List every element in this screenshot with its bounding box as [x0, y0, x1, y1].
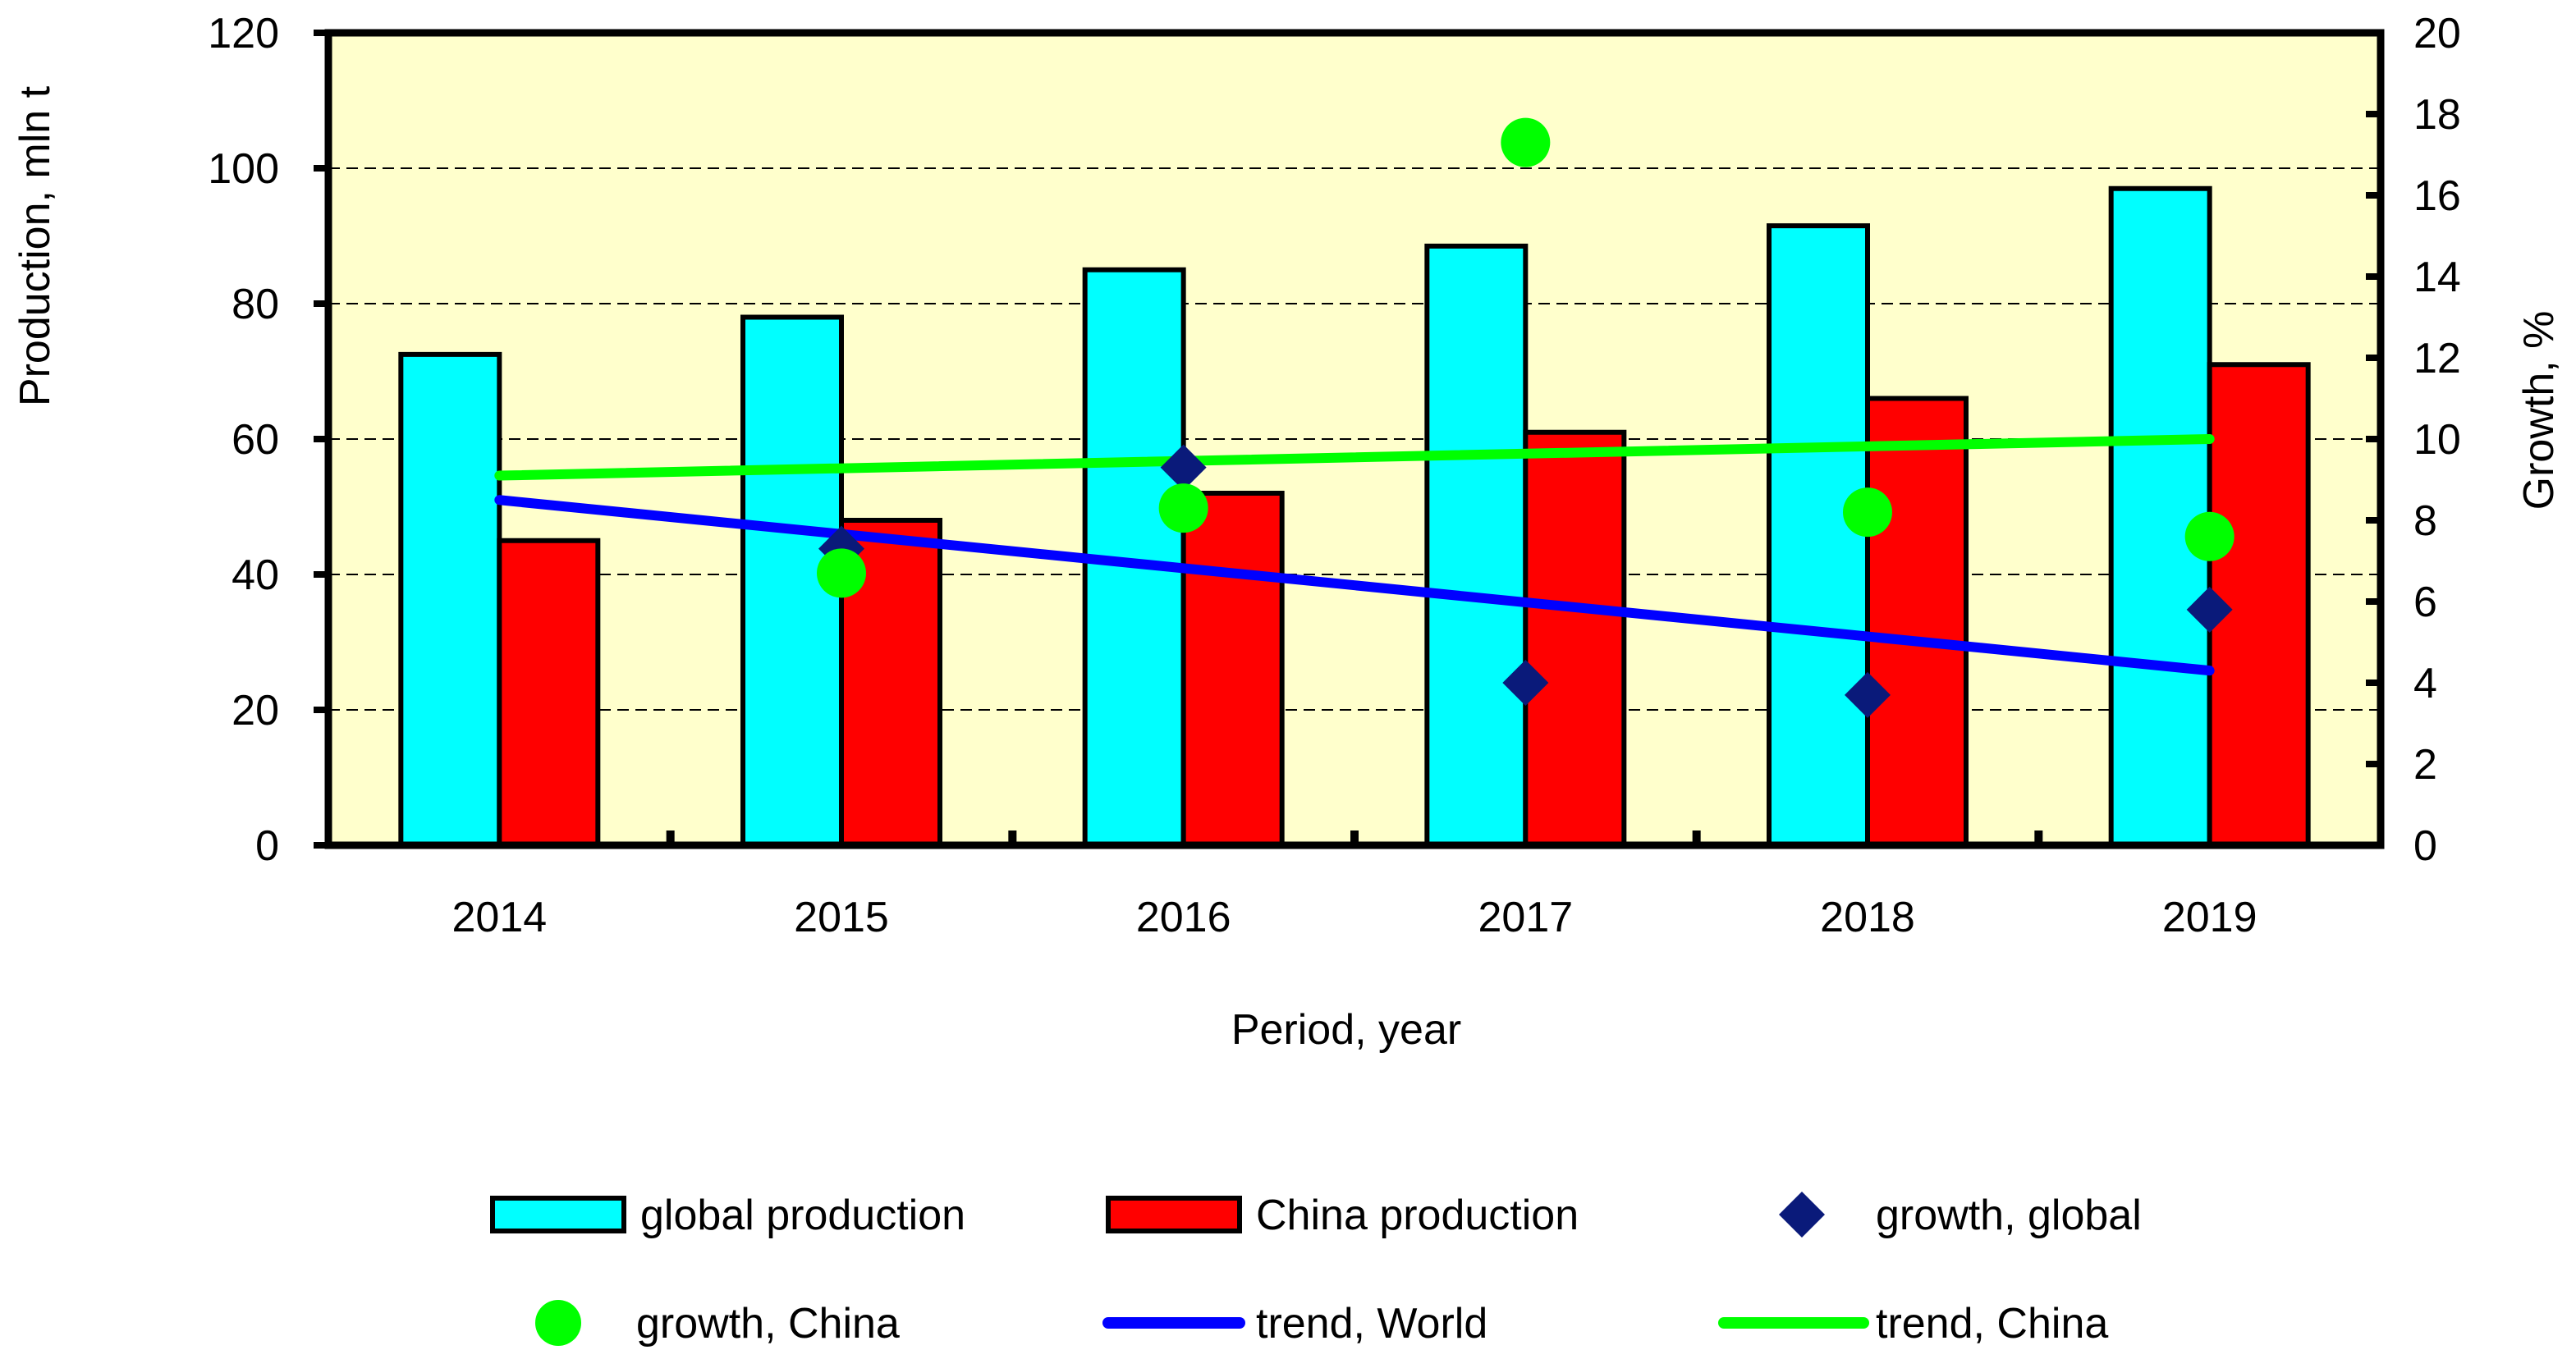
x-tick-label: 2017: [1478, 894, 1573, 941]
marker-growth-global: [2186, 586, 2233, 633]
bar-global-production: [398, 351, 502, 848]
y-tick-label: 80: [231, 281, 279, 328]
legend: global production China production growth,…: [490, 1192, 2142, 1348]
x-tick-label: 2015: [794, 894, 889, 941]
x-tick-label: 2018: [1820, 894, 1915, 941]
y-tick-label: 120: [208, 10, 279, 57]
bar-china-production: [1865, 396, 1969, 848]
trend-line-trend-china: [494, 434, 2215, 481]
legend-swatch-china-production: [1106, 1196, 1242, 1233]
y2-tick-label: 16: [2413, 172, 2461, 220]
bars: [398, 185, 2311, 848]
marker-growth-china: [2184, 511, 2235, 561]
y-tick-label: 60: [231, 416, 279, 464]
trend-line-trend-world: [494, 495, 2215, 676]
marker-growth-china: [817, 548, 866, 598]
legend-label-global-production: global production: [640, 1192, 965, 1239]
trend-lines: [494, 434, 2215, 676]
y-axis-title: Production, mln t: [11, 85, 59, 406]
y-tick-label: 20: [231, 687, 279, 734]
y-tick-label: 0: [255, 822, 279, 870]
x-tick-label: 2014: [451, 894, 547, 941]
y-tick-label: 100: [208, 145, 279, 193]
legend-swatch-global-production: [490, 1196, 626, 1233]
growth-markers: [817, 117, 2235, 718]
marker-growth-china: [1501, 117, 1551, 167]
x-axis-title: Period, year: [1231, 1006, 1461, 1054]
y2-tick-label: 20: [2413, 10, 2461, 57]
marker-growth-global: [1845, 671, 1891, 718]
bar-global-production: [1767, 223, 1870, 848]
bar-china-production: [1180, 491, 1285, 848]
legend-label-growth-china: growth, China: [636, 1300, 900, 1348]
legend-swatch-growth-china: [535, 1300, 581, 1346]
y2-tick-label: 14: [2413, 254, 2461, 301]
x-tick-label: 2019: [2162, 894, 2257, 941]
y-tick-label: 40: [231, 551, 279, 599]
y2-tick-label: 2: [2413, 741, 2437, 789]
x-tick-label: 2016: [1136, 894, 1231, 941]
legend-swatch-growth-global: [1779, 1192, 1825, 1238]
y2-tick-label: 12: [2413, 335, 2461, 382]
bar-china-production: [1523, 429, 1627, 848]
marker-growth-global: [1160, 444, 1207, 491]
y2-tick-label: 8: [2413, 497, 2437, 545]
y2-tick-label: 6: [2413, 579, 2437, 626]
y2-tick-label: 18: [2413, 91, 2461, 139]
legend-label-growth-global: growth, global: [1876, 1192, 2142, 1239]
bar-global-production: [1424, 243, 1529, 848]
marker-growth-global: [1502, 660, 1549, 706]
y2-tick-label: 4: [2413, 660, 2437, 707]
y2-tick-label: 10: [2413, 416, 2461, 464]
legend-label-china-production: China production: [1256, 1192, 1579, 1239]
y2-axis-title: Growth, %: [2515, 311, 2563, 510]
axes: 0 20 40 60 80 100 120 0 2 4 6 8 10 12 14 16 18 20 2014 2015…: [208, 10, 2461, 941]
marker-growth-china: [1158, 483, 1208, 533]
marker-growth-china: [1843, 487, 1892, 538]
legend-label-trend-world: trend, World: [1256, 1300, 1487, 1348]
y2-tick-label: 0: [2413, 822, 2437, 870]
bar-china-production: [497, 538, 601, 848]
legend-label-trend-china: trend, China: [1876, 1300, 2108, 1348]
